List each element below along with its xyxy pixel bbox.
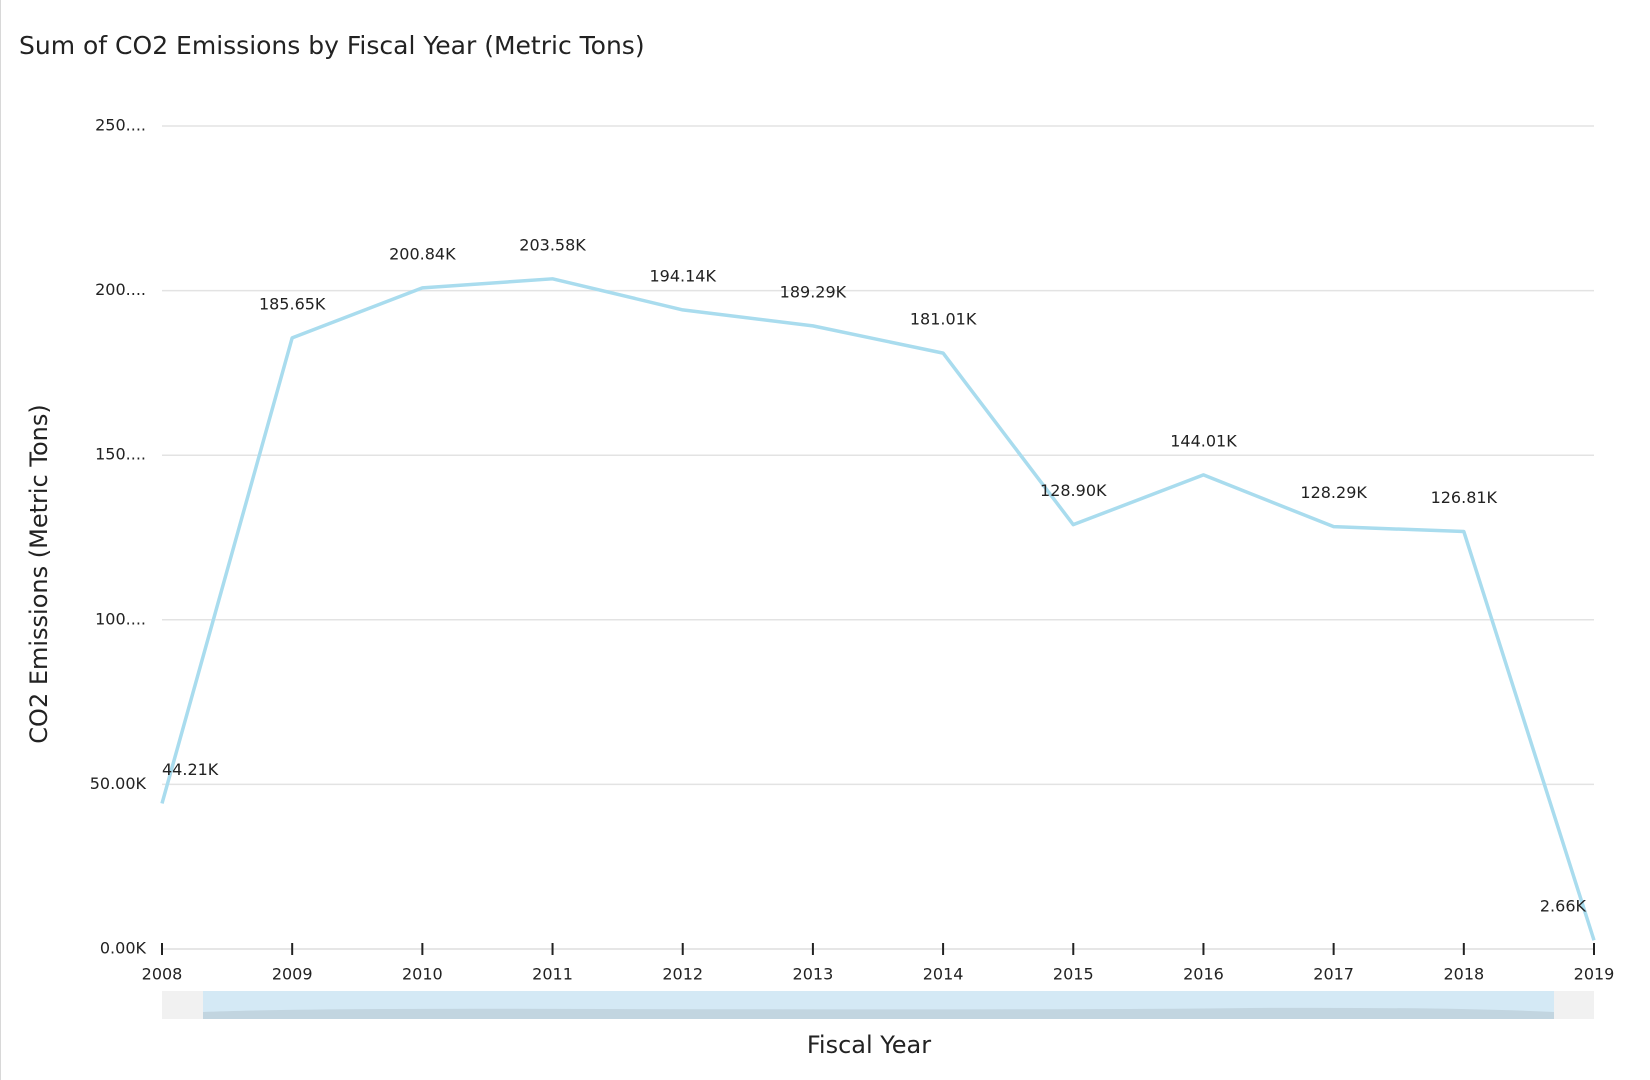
x-tick-label: 2013 [793, 965, 834, 984]
line [160, 277, 1596, 941]
x-tick-label: 2018 [1443, 965, 1484, 984]
data-label: 203.58K [519, 235, 586, 254]
data-label: 200.84K [389, 244, 456, 263]
data-label: 126.81K [1431, 488, 1498, 507]
x-tick-label: 2016 [1183, 965, 1224, 984]
x-tick-label: 2010 [402, 965, 443, 984]
data-label: 185.65K [259, 294, 326, 313]
y-tick-label: 150.... [95, 445, 146, 464]
data-label: 128.29K [1300, 483, 1367, 502]
x-tick-label: 2014 [923, 965, 964, 984]
y-tick-label: 250.... [95, 116, 146, 135]
x-tick-label: 2015 [1053, 965, 1094, 984]
data-label: 44.21K [162, 760, 219, 779]
y-tick-label: 0.00K [100, 939, 147, 958]
data-label: 189.29K [780, 282, 847, 301]
y-tick-label: 100.... [95, 609, 146, 628]
data-label: 181.01K [910, 310, 977, 329]
x-tick-label: 2017 [1313, 965, 1354, 984]
x-tick-label: 2008 [142, 965, 183, 984]
x-tick-label: 2019 [1574, 965, 1615, 984]
x-tick-label: 2009 [272, 965, 313, 984]
y-tick-label: 200.... [95, 280, 146, 299]
y-tick-label: 50.00K [90, 774, 147, 793]
y-axis-title: CO2 Emissions (Metric Tons) [25, 404, 53, 743]
data-label: 194.14K [649, 266, 716, 285]
x-tick-label: 2011 [532, 965, 573, 984]
data-label: 128.90K [1040, 481, 1107, 500]
data-label: 2.66K [1540, 897, 1587, 916]
data-label: 144.01K [1170, 431, 1237, 450]
scrollbar[interactable] [162, 991, 1594, 1019]
chart-title: Sum of CO2 Emissions by Fiscal Year (Met… [19, 31, 645, 60]
x-axis-title: Fiscal Year [807, 1031, 931, 1059]
scroll-preview [203, 1007, 1554, 1019]
x-tick-label: 2012 [662, 965, 703, 984]
